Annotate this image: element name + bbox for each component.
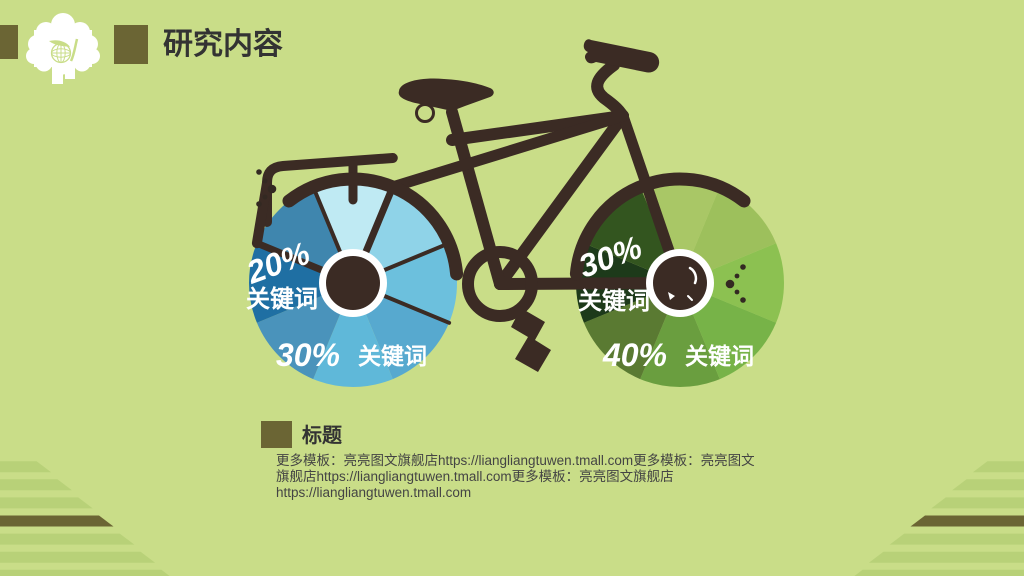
svg-text:关键词: 关键词 <box>246 285 318 313</box>
svg-text:30%: 30% <box>276 337 340 373</box>
svg-text:关键词: 关键词 <box>358 343 427 369</box>
svg-text:关键词: 关键词 <box>685 343 754 369</box>
svg-text:研究内容: 研究内容 <box>163 27 283 61</box>
svg-text:标题: 标题 <box>302 424 343 447</box>
svg-text:https://liangliangtuwen.tmall.: https://liangliangtuwen.tmall.com <box>276 485 471 500</box>
svg-text:更多模板：亮亮图文旗舰店https://liangliang: 更多模板：亮亮图文旗舰店https://liangliangtuwen.tmal… <box>276 452 755 468</box>
svg-text:40%: 40% <box>602 337 667 373</box>
svg-text:关键词: 关键词 <box>578 287 650 315</box>
svg-text:旗舰店https://liangliangtuwen.tma: 旗舰店https://liangliangtuwen.tmall.com更多模板… <box>276 468 674 484</box>
